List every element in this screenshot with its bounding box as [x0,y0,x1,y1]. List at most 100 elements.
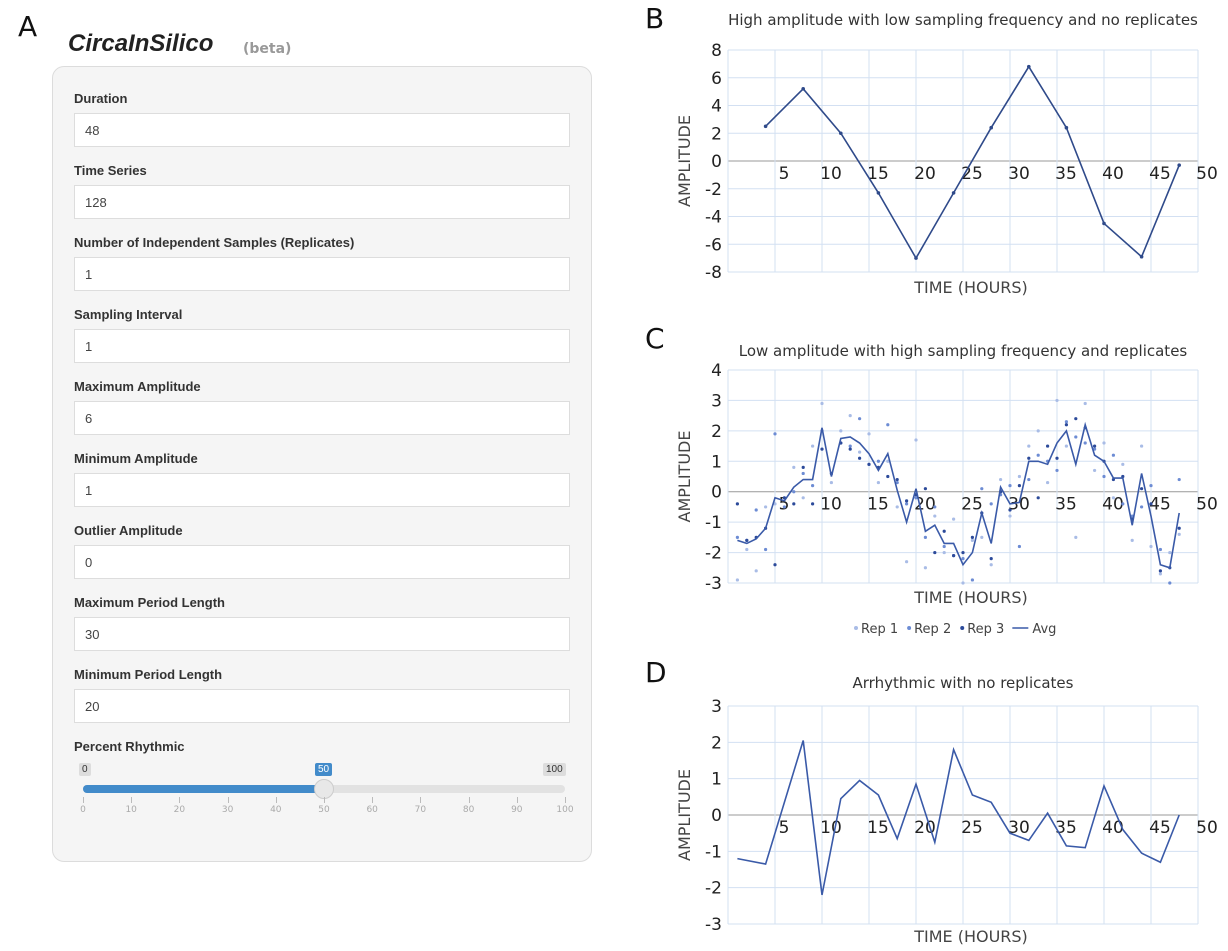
data-point [811,484,815,488]
data-point [914,256,918,260]
data-point [735,578,740,582]
text-input[interactable]: 1 [74,329,570,363]
data-point [1140,505,1144,509]
data-point [867,462,871,466]
data-point [1158,569,1162,573]
data-point [1140,444,1144,448]
data-point [1149,544,1153,549]
y-tick-label: 1 [711,452,722,472]
slider-value: 50 [315,763,333,776]
data-point [886,459,890,463]
data-point [961,581,965,585]
data-point [773,432,777,436]
y-tick-label: -1 [705,513,722,533]
text-input[interactable]: 20 [74,689,570,723]
text-input[interactable]: 1 [74,257,570,291]
data-point [1093,444,1097,448]
data-point [1168,550,1172,555]
chart-title: Arrhythmic with no replicates [853,674,1074,692]
y-tick-label: 2 [711,422,722,442]
y-tick-label: -2 [705,180,722,200]
field-label: Maximum Period Length [74,595,225,610]
data-point [1036,453,1040,457]
form-panel: Duration 48 Time Series 128 Number of Indepe… [52,66,592,862]
data-point [839,131,843,136]
x-tick-label: 10 [820,495,842,515]
app-title: CircaInSilico [68,30,214,57]
y-tick-label: -2 [705,544,722,564]
data-point [867,432,871,436]
panel-label: A [18,10,38,43]
y-axis-label: AMPLITUDE [675,115,694,207]
data-point [1055,398,1059,403]
data-point [1064,125,1069,130]
data-point [1083,441,1087,445]
x-tick-label: 15 [867,818,889,838]
data-point [980,535,984,539]
data-point [1027,456,1031,460]
x-tick-label: 35 [1055,164,1077,184]
data-point [1064,420,1068,424]
data-point [1177,477,1181,482]
field-label: Minimum Period Length [74,667,223,682]
text-input[interactable]: 128 [74,185,570,219]
y-tick-label: 3 [711,391,722,411]
text-input[interactable]: 30 [74,617,570,651]
data-point [1140,487,1144,491]
y-tick-label: 0 [711,152,722,172]
slider-tick [372,797,374,803]
data-point [754,569,758,573]
data-point [1121,502,1125,506]
text-input[interactable]: 1 [74,473,570,507]
chart-title: High amplitude with low sampling frequen… [728,11,1198,29]
x-tick-label: 40 [1102,818,1124,838]
data-point [989,563,993,567]
y-tick-label: -6 [705,235,722,255]
data-point [1168,581,1172,585]
x-axis-label: TIME (HOURS) [913,588,1028,607]
slider-tick [468,797,470,803]
data-point [1130,538,1134,543]
data-point [876,191,881,195]
x-tick-label: 40 [1102,164,1124,184]
data-point [905,499,909,503]
data-point [1055,456,1059,460]
legend-label: Rep 3 [967,622,1004,637]
field-label: Outlier Amplitude [74,523,183,538]
data-point [933,550,937,555]
data-point [1102,221,1106,226]
slider-handle[interactable] [314,779,334,799]
y-tick-label: -2 [705,879,722,899]
y-tick-label: 2 [711,124,722,144]
data-point [923,566,928,570]
x-tick-label: 50 [1196,818,1218,838]
data-point [1074,417,1078,421]
data-point [923,535,928,539]
data-point [1074,435,1078,439]
data-point [1083,401,1087,406]
data-point [858,456,862,460]
legend-swatch [907,626,912,630]
slider-tick [83,797,84,803]
x-tick-label: 30 [1008,164,1030,184]
data-point [1017,544,1022,549]
slider-tick-label: 50 [318,805,330,815]
data-point [961,550,965,555]
field-label: Sampling Interval [74,307,183,322]
text-input[interactable]: 48 [74,113,570,147]
data-point [782,505,787,509]
y-tick-label: 2 [711,733,722,753]
data-point [829,480,834,485]
data-point [895,477,899,482]
text-input[interactable]: 6 [74,401,570,435]
y-tick-label: -4 [705,208,722,228]
slider-tick-label: 20 [173,805,186,815]
data-point [735,535,740,539]
y-tick-label: -1 [705,842,722,862]
data-point [1158,547,1162,552]
panel-label: D [645,656,667,689]
data-point [989,557,993,561]
text-input[interactable]: 0 [74,545,570,579]
data-point [905,502,909,506]
slider-tick-label: 100 [556,805,574,815]
